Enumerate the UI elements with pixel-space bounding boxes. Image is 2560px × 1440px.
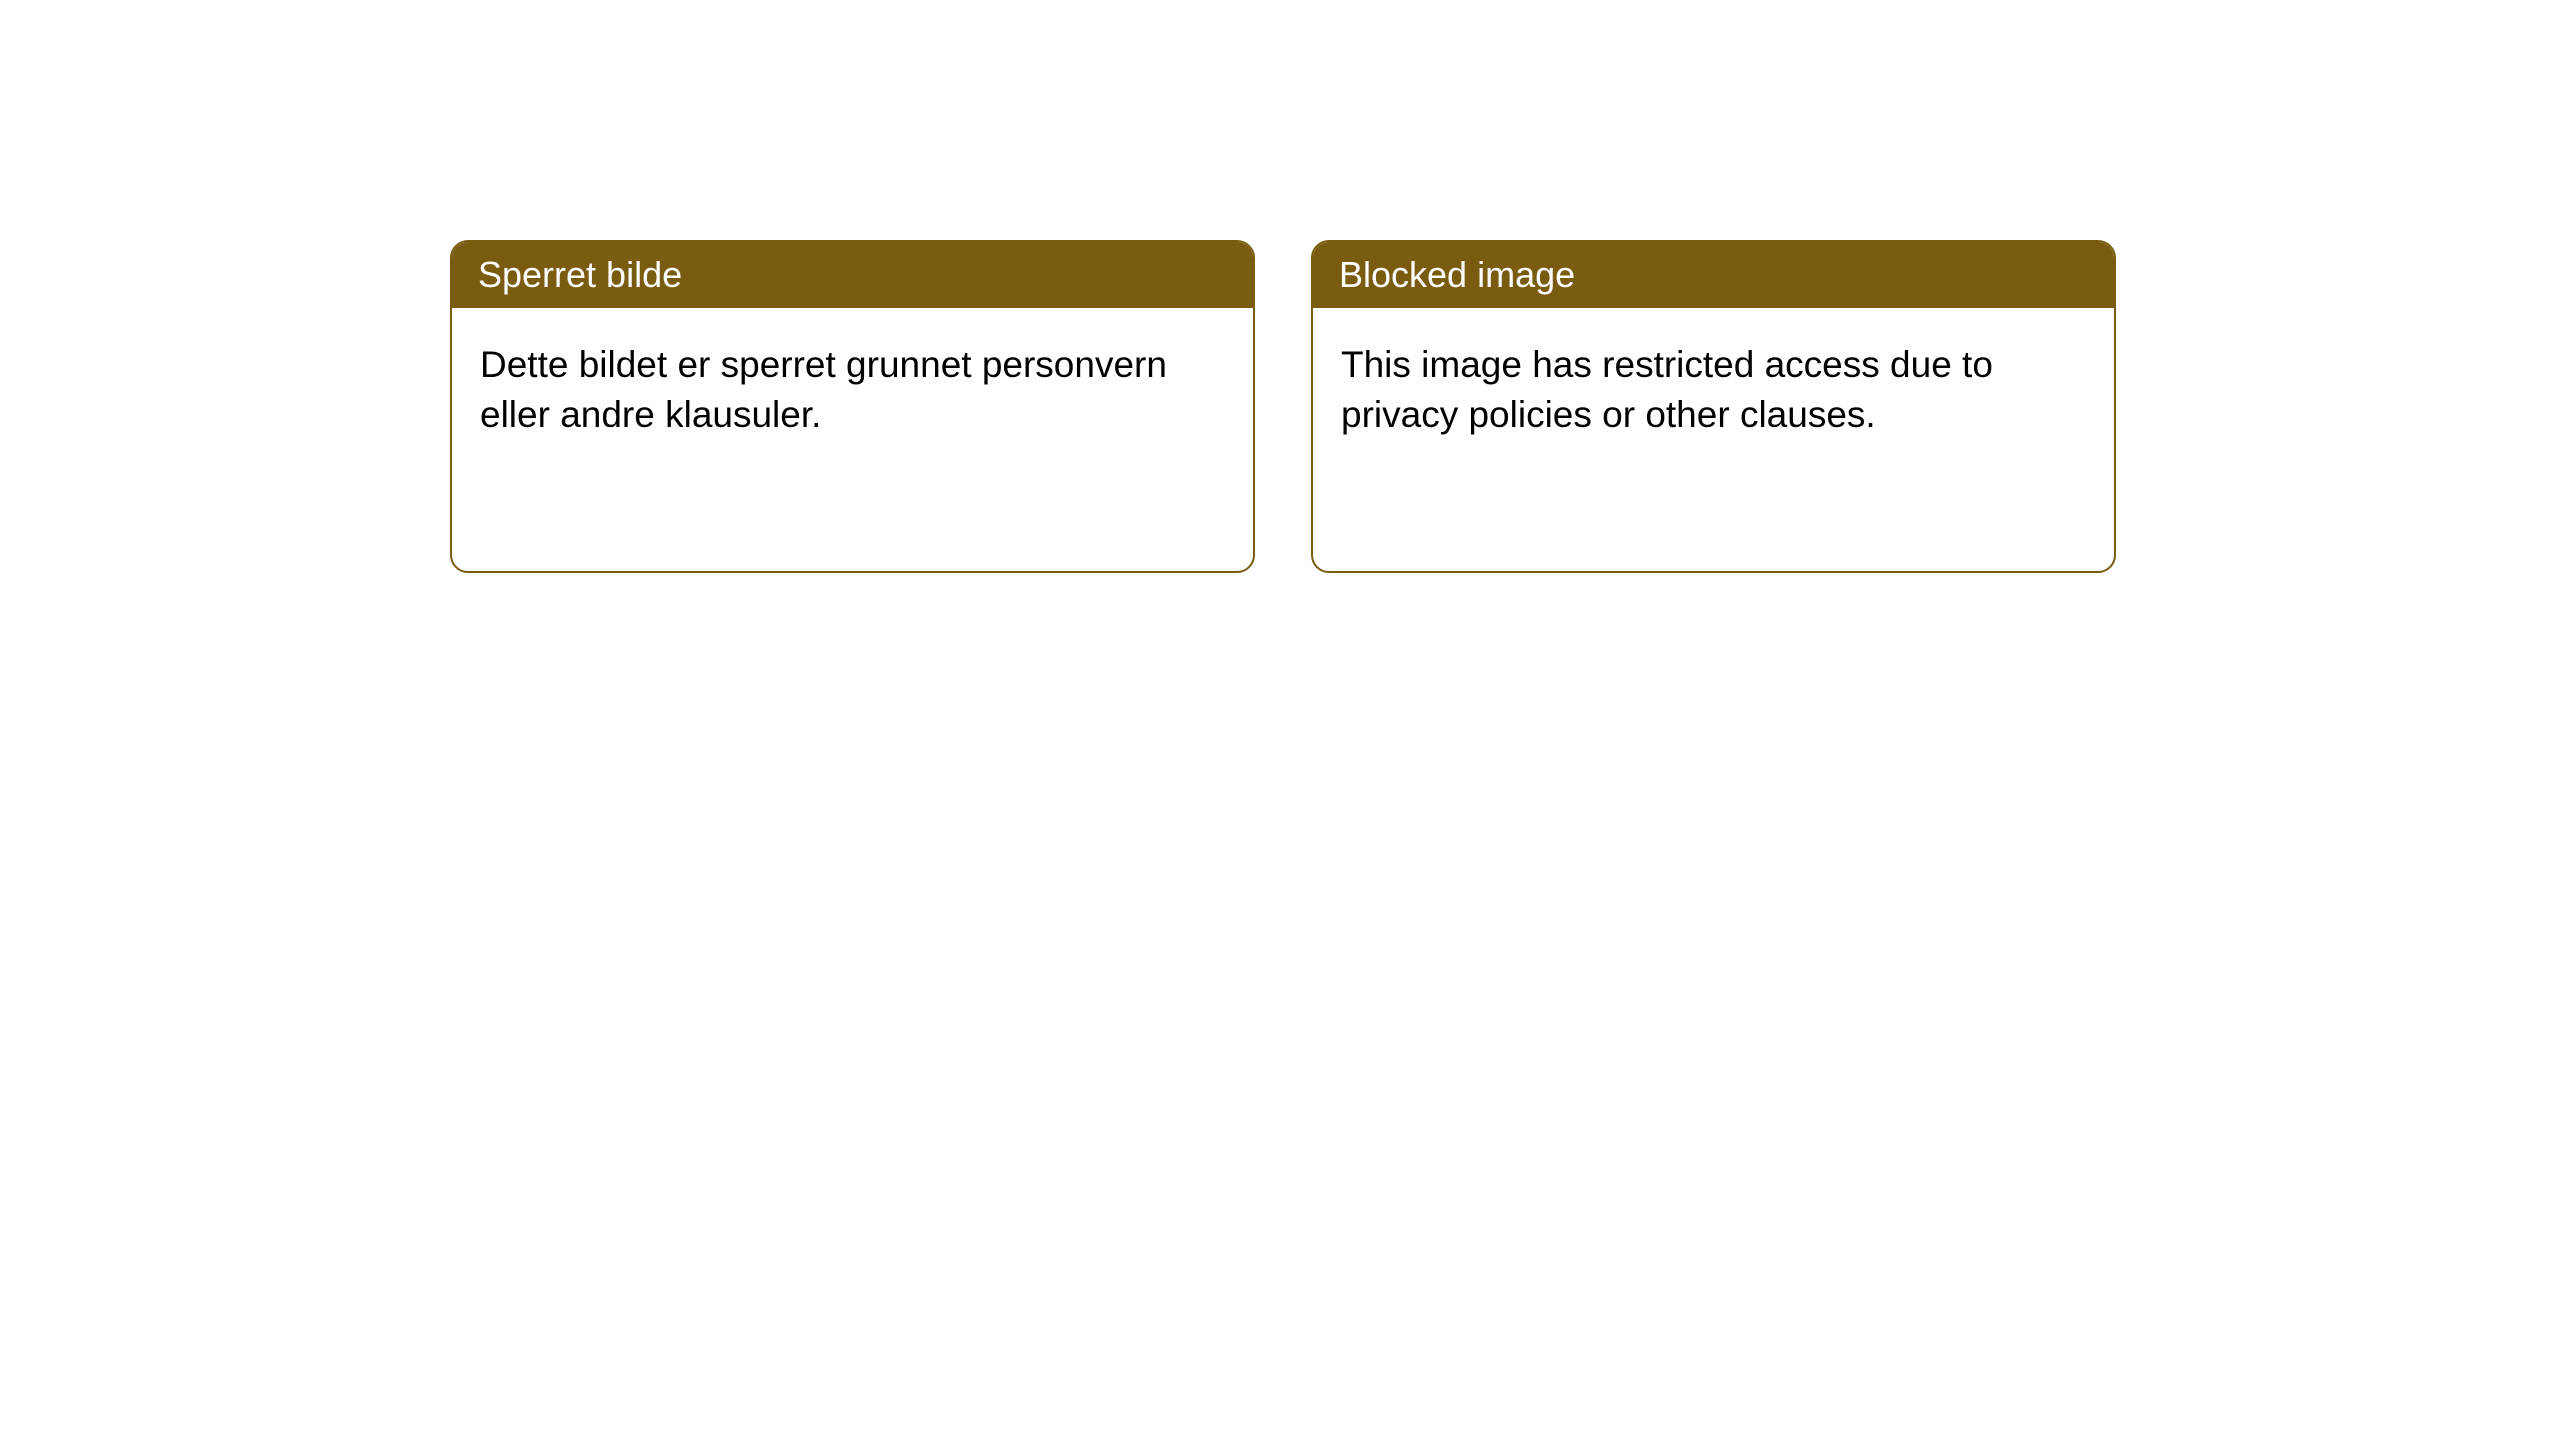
card-title-norwegian: Sperret bilde <box>478 254 682 295</box>
card-body-text-english: This image has restricted access due to … <box>1341 344 1993 435</box>
card-body-english: This image has restricted access due to … <box>1313 308 2114 472</box>
blocked-image-card-english: Blocked image This image has restricted … <box>1311 240 2116 573</box>
blocked-image-card-norwegian: Sperret bilde Dette bildet er sperret gr… <box>450 240 1255 573</box>
card-header-norwegian: Sperret bilde <box>452 242 1253 308</box>
card-header-english: Blocked image <box>1313 242 2114 308</box>
notice-container: Sperret bilde Dette bildet er sperret gr… <box>0 0 2560 573</box>
card-body-norwegian: Dette bildet er sperret grunnet personve… <box>452 308 1253 472</box>
card-body-text-norwegian: Dette bildet er sperret grunnet personve… <box>480 344 1167 435</box>
card-title-english: Blocked image <box>1339 254 1575 295</box>
